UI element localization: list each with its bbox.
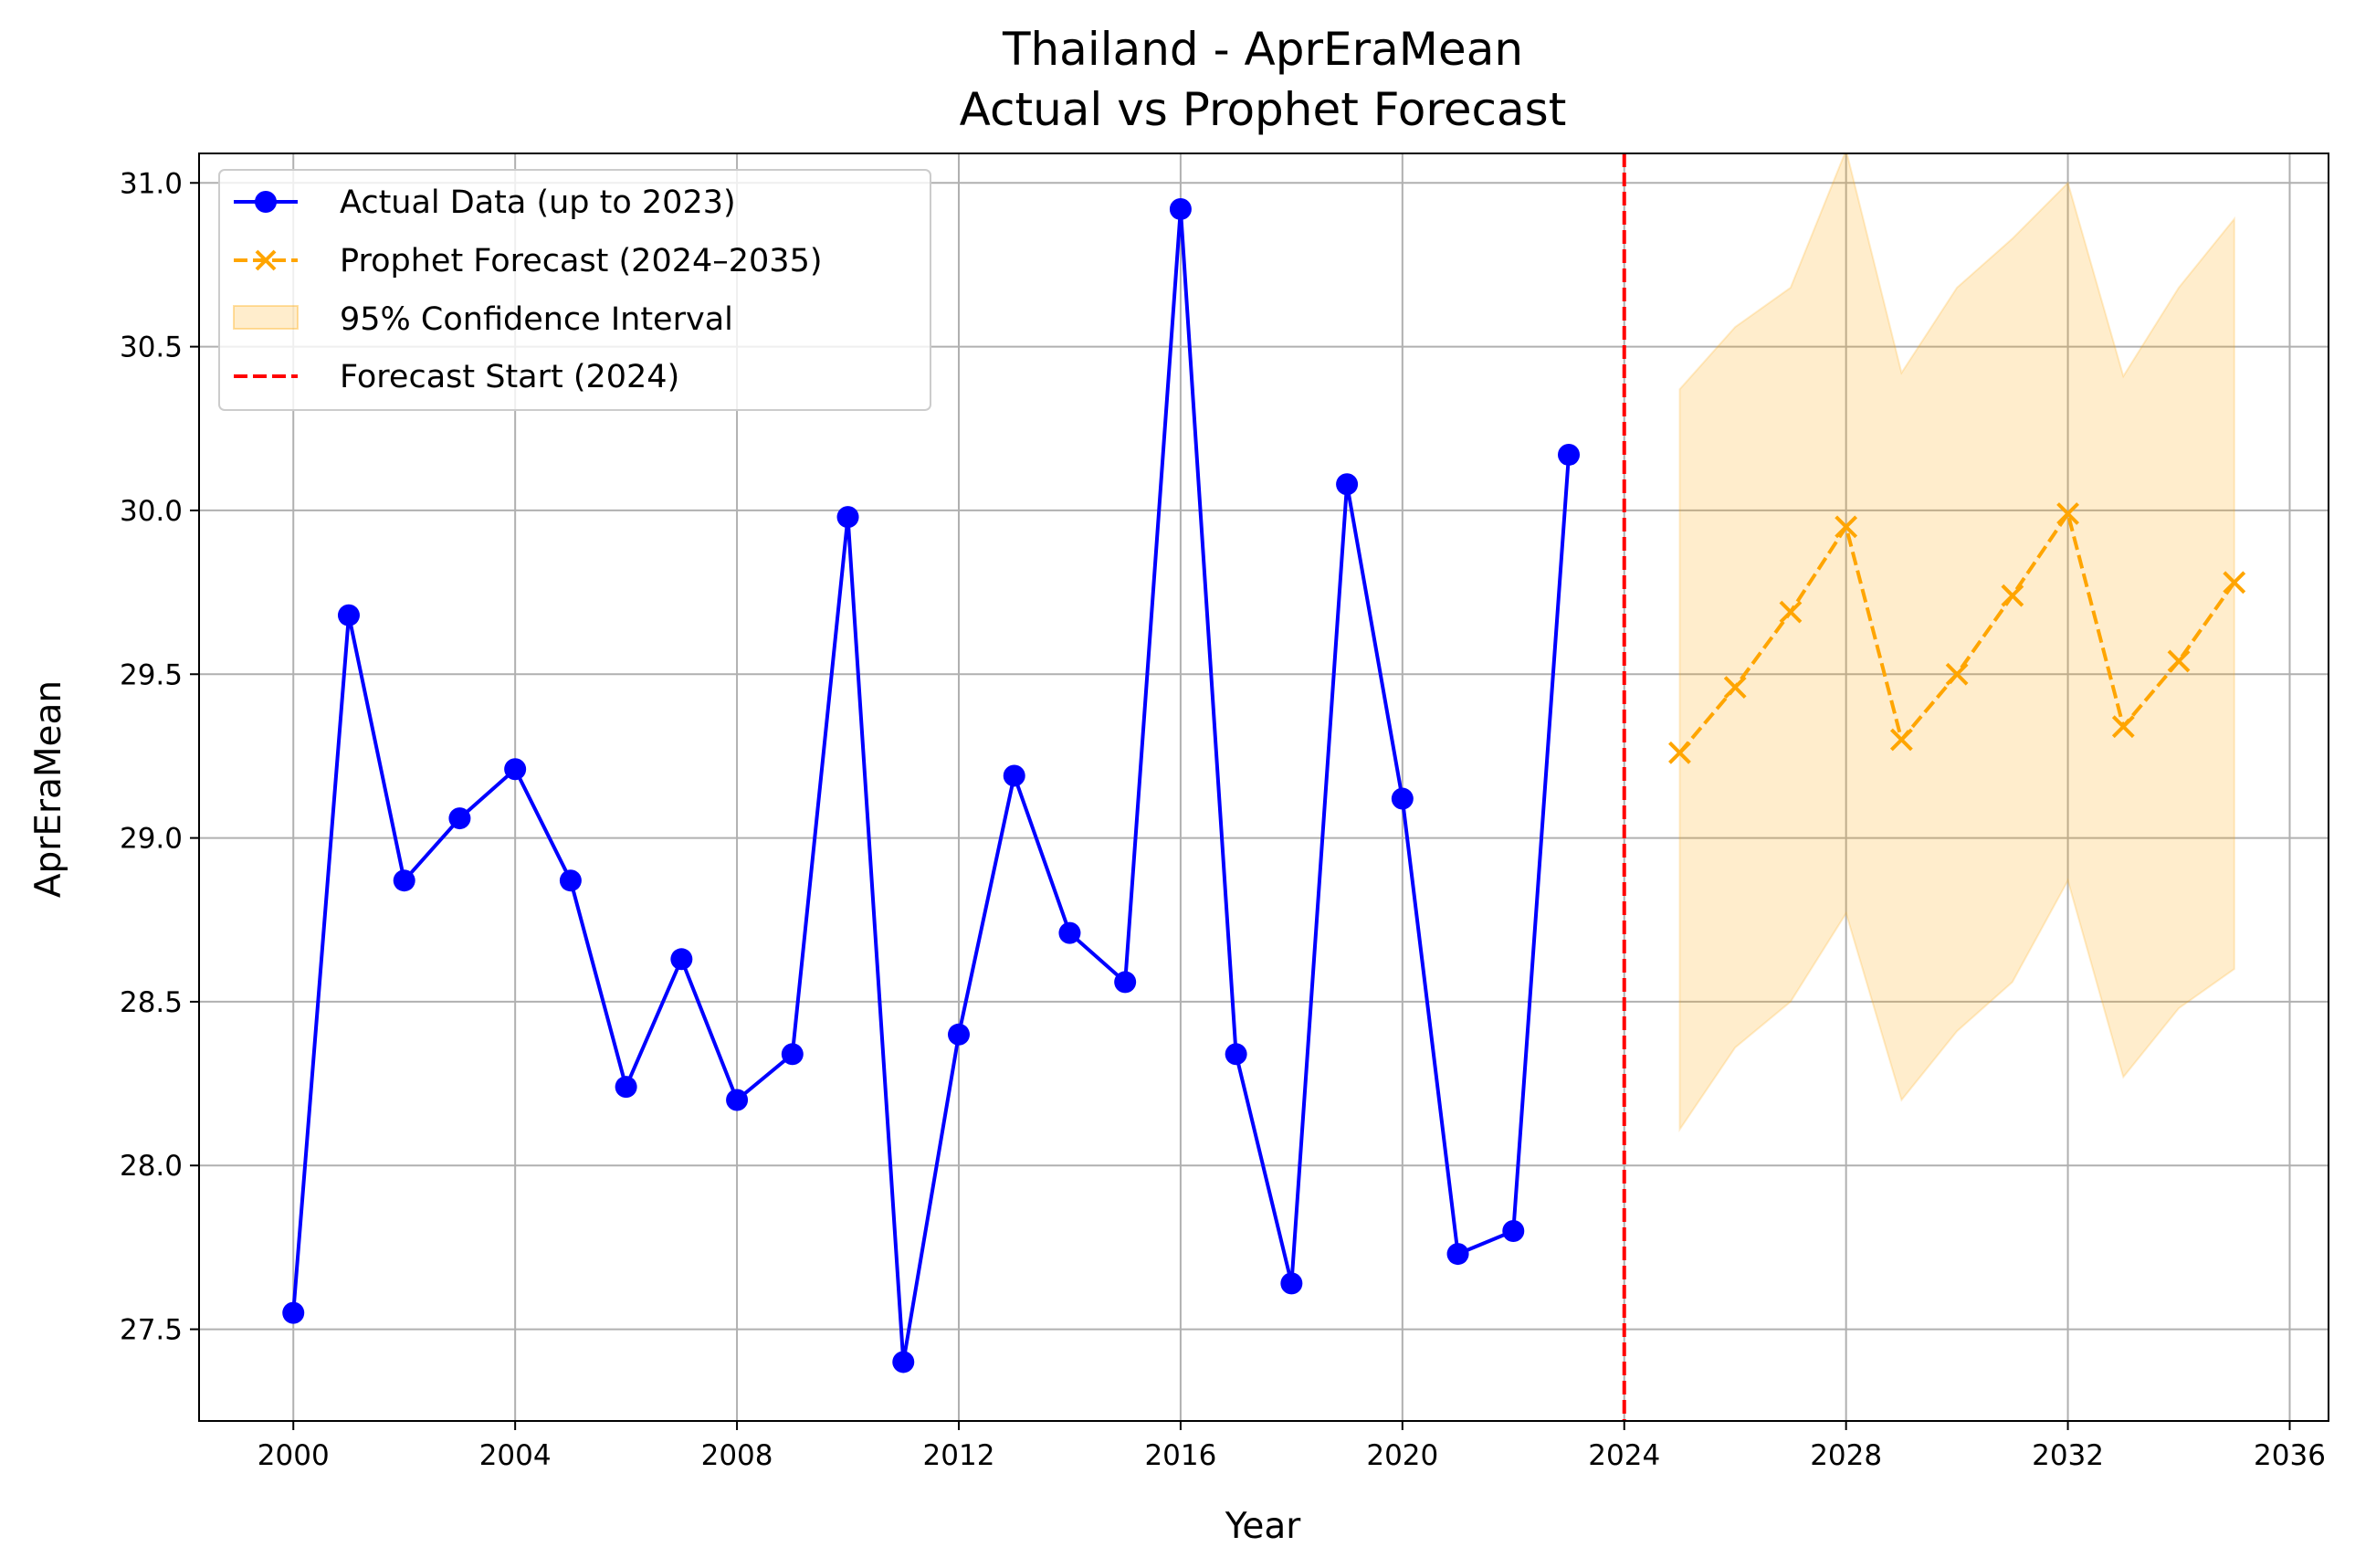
legend-forecast-label: Prophet Forecast (2024–2035) — [340, 243, 823, 279]
plot-area: 2000 2004 2008 2012 2016 2020 2024 2028 2032 2036… — [120, 153, 2329, 1472]
actual-data-point — [1336, 473, 1359, 496]
y-tick-label: 29.0 — [120, 823, 183, 856]
actual-data-point — [1225, 1043, 1247, 1066]
axes-frame — [198, 153, 2329, 1422]
actual-data-point — [504, 758, 527, 781]
y-tick-label: 27.5 — [120, 1314, 183, 1347]
legend-entry-confidence: 95% Confidence Interval — [233, 301, 733, 338]
forecast-point — [1889, 728, 1913, 752]
actual-data-point — [615, 1076, 637, 1099]
actual-data-point — [448, 807, 471, 830]
x-tick-label: 2020 — [1366, 1439, 1438, 1472]
x-tick-label: 2000 — [258, 1439, 330, 1472]
actual-data-point — [781, 1043, 804, 1066]
forecast-point — [2001, 584, 2024, 607]
y-tick-label: 28.0 — [120, 1150, 183, 1183]
forecast-point — [1779, 600, 1803, 624]
legend-entry-forecast: Prophet Forecast (2024–2035) — [234, 243, 823, 279]
x-tick-label: 2004 — [479, 1439, 552, 1472]
forecast-point — [2223, 571, 2246, 595]
x-tick-label: 2024 — [1588, 1439, 1660, 1472]
actual-data-point — [1169, 197, 1192, 220]
x-tick-label: 2032 — [2032, 1439, 2104, 1472]
y-tick-label: 28.5 — [120, 986, 183, 1019]
chart-title-line1: Thailand - AprEraMean — [1002, 23, 1523, 76]
actual-data-point — [836, 506, 859, 529]
confidence-interval-band — [1678, 153, 2235, 1133]
forecast-point — [2111, 715, 2135, 739]
x-tick-label: 2028 — [1810, 1439, 1882, 1472]
actual-data-point — [1058, 921, 1081, 944]
actual-data-point — [1003, 764, 1025, 787]
legend-confidence-label: 95% Confidence Interval — [340, 301, 733, 338]
actual-data-point — [892, 1351, 915, 1373]
legend-forecast-marker-swatch — [255, 249, 277, 271]
legend-forecast-start-label: Forecast Start (2024) — [340, 359, 679, 395]
y-tick-label: 30.0 — [120, 495, 183, 528]
forecast-point — [1945, 662, 1969, 686]
y-tick-label: 29.5 — [120, 658, 183, 691]
x-tick-label: 2012 — [923, 1439, 995, 1472]
legend-actual-label: Actual Data (up to 2023) — [340, 184, 736, 221]
actual-data-point — [337, 604, 360, 626]
x-tick-label: 2008 — [701, 1439, 773, 1472]
x-axis-label: Year — [1225, 1506, 1302, 1547]
x-tick-label: 2016 — [1144, 1439, 1216, 1472]
legend-confidence-swatch — [233, 305, 299, 330]
actual-data-point — [393, 869, 415, 892]
forecast-point — [1723, 676, 1747, 700]
actual-data-point — [1446, 1243, 1469, 1266]
legend-box — [218, 169, 931, 411]
forecast-point — [1835, 515, 1858, 539]
actual-data-point — [726, 1089, 749, 1111]
actual-data-point — [1391, 787, 1414, 810]
actual-data-point — [282, 1301, 305, 1324]
actual-data-line — [291, 207, 1571, 1364]
actual-data-point — [1558, 443, 1581, 466]
forecast-point — [2056, 502, 2079, 525]
actual-data-point — [559, 869, 582, 892]
forecast-point — [2167, 649, 2191, 673]
forecast-point — [1668, 741, 1691, 764]
actual-data-point — [670, 948, 693, 971]
actual-data-point — [1114, 971, 1137, 994]
legend: Actual Data (up to 2023) Prophet Forecas… — [218, 169, 931, 411]
title: Thailand - AprEraMean Actual vs Prophet … — [960, 23, 1567, 136]
legend-entry-actual: Actual Data (up to 2023) — [234, 184, 736, 221]
legend-entry-forecast-start: Forecast Start (2024) — [234, 359, 679, 395]
actual-data-point — [1502, 1219, 1525, 1242]
legend-actual-marker-swatch — [255, 191, 277, 213]
y-tick-label: 30.5 — [120, 331, 183, 364]
x-tick-label: 2036 — [2254, 1439, 2326, 1472]
y-axis-label: AprEraMean — [28, 680, 69, 898]
chart-title-line2: Actual vs Prophet Forecast — [960, 83, 1567, 136]
actual-data-point — [1280, 1272, 1303, 1295]
actual-data-point — [947, 1023, 970, 1046]
y-tick-label: 31.0 — [120, 167, 183, 200]
